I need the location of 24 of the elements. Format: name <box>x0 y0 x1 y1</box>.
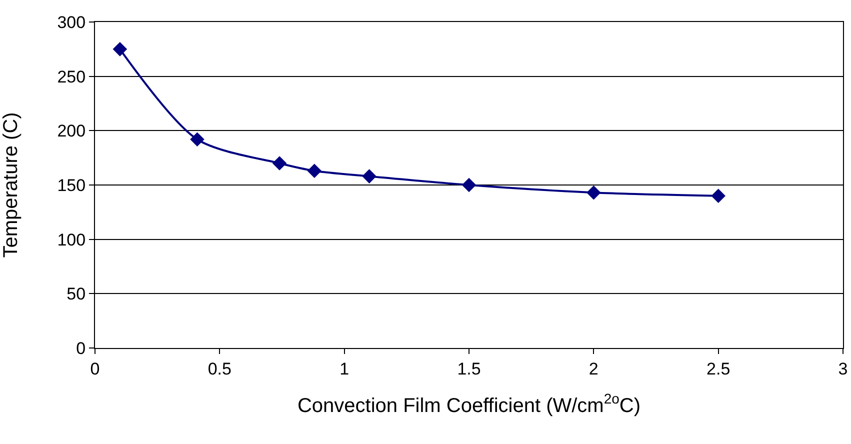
x-tick-label: 1.5 <box>457 359 481 378</box>
point <box>190 132 204 147</box>
x-tick-label: 2 <box>588 359 598 378</box>
point <box>307 164 322 178</box>
point <box>462 178 476 192</box>
x-axis-title: Convection Film Coefficient (W/cm$^{2o}$C) <box>297 390 641 417</box>
y-tick-label: 250 <box>57 67 86 86</box>
y-tick-label: 200 <box>57 122 86 141</box>
y-tick-label: 0 <box>76 338 86 358</box>
y-tick-label: 150 <box>57 176 86 195</box>
point <box>586 185 601 200</box>
y-tick-label: 300 <box>57 12 86 32</box>
x-tick-label: 0.5 <box>208 359 232 378</box>
x-tick-label: 1 <box>340 359 350 378</box>
point <box>112 42 128 56</box>
y-tick-label: 100 <box>57 230 86 250</box>
point <box>272 156 287 170</box>
x-tick-label: 3 <box>838 359 848 378</box>
point <box>711 188 726 204</box>
y-tick-label: 50 <box>66 284 86 304</box>
x-tick-label: 0 <box>90 359 100 378</box>
point <box>362 169 376 184</box>
y-axis-title: Temperature (C) <box>0 112 22 258</box>
x-tick-label: 2.5 <box>706 359 730 378</box>
